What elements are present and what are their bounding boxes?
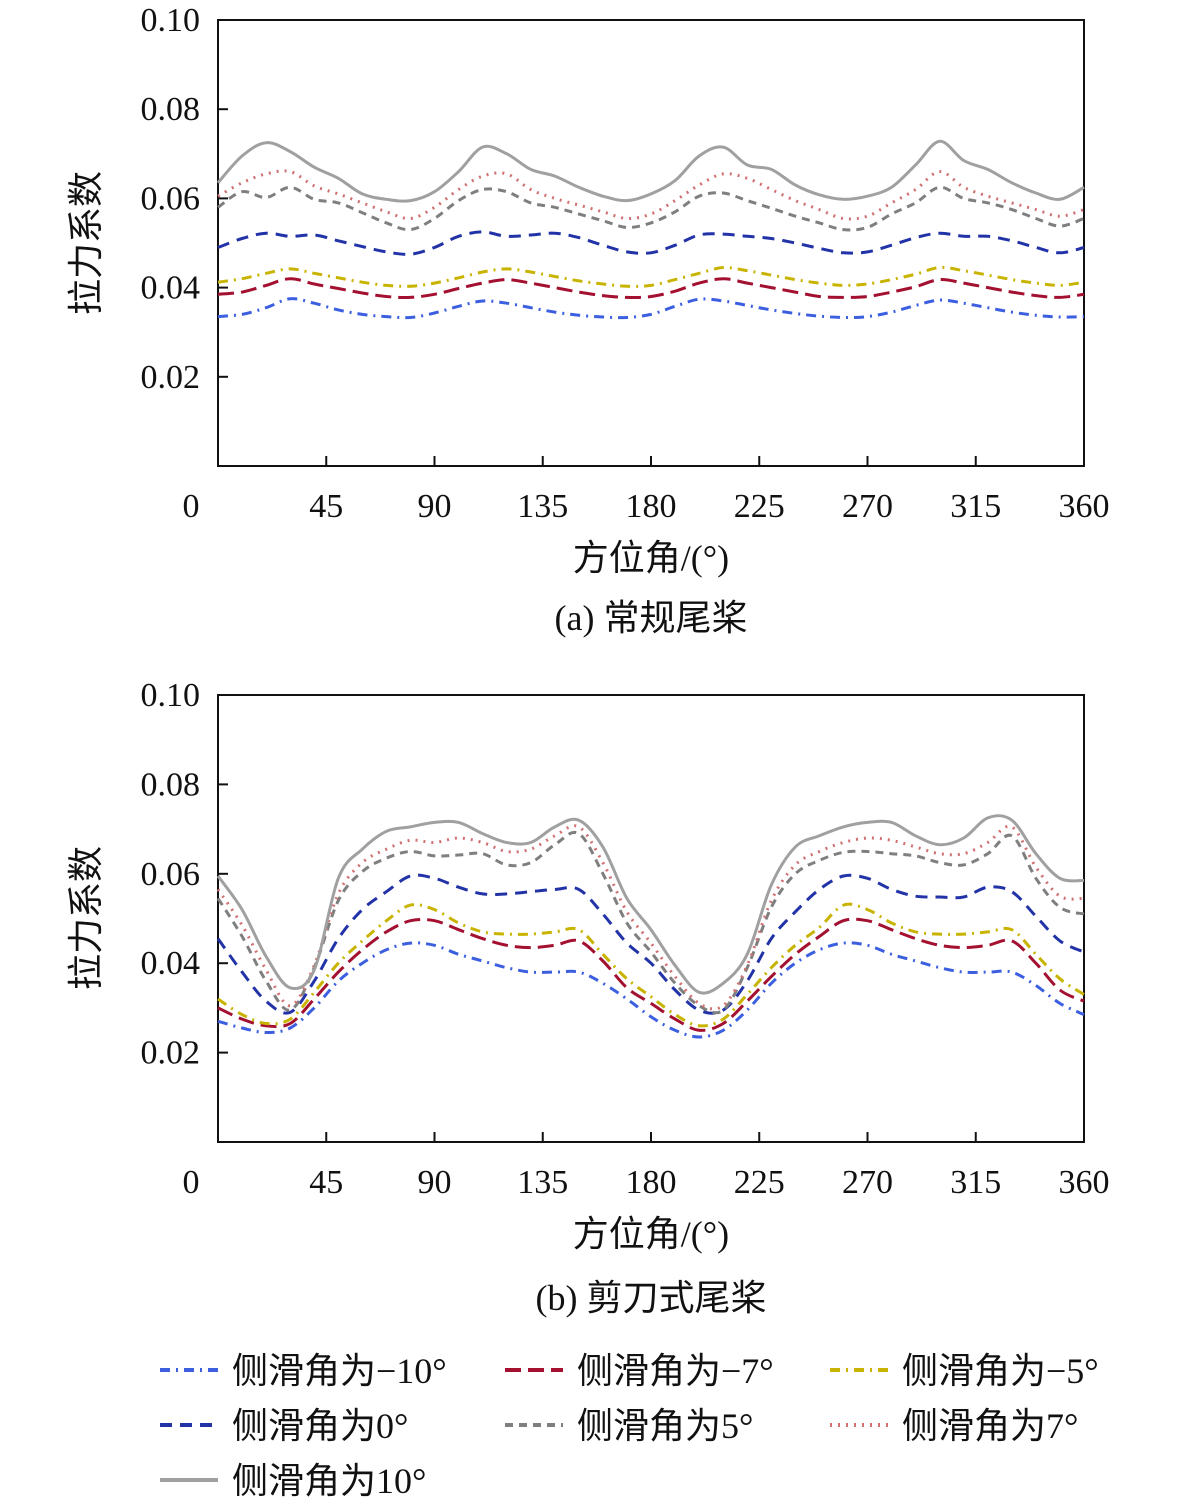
series-group-b [216, 814, 1085, 1039]
x-tick-label: 225 [734, 1164, 785, 1201]
y-tick-label: 0.04 [141, 945, 201, 982]
plot-frame-b [217, 694, 1085, 1143]
x-tick-label: 90 [418, 1164, 452, 1201]
x-tick-label: 270 [842, 488, 893, 525]
y-tick-label: 0.06 [141, 856, 201, 893]
caption-b: (b) 剪刀式尾桨 [536, 1278, 767, 1318]
series-line [216, 824, 1085, 1011]
legend-label: 侧滑角为7° [902, 1406, 1078, 1446]
series-line [216, 873, 1085, 1015]
series-line [217, 277, 1085, 300]
legend: 侧滑角为−10° 侧滑角为−7° 侧滑角为−5° 侧滑角为0° 侧滑角为5° 侧滑角为7°… [160, 1351, 1099, 1501]
x-tick-label: 0 [183, 488, 200, 525]
x-tick-label: 315 [950, 1164, 1001, 1201]
x-tick-label: 45 [309, 488, 343, 525]
x-tick-label: 360 [1059, 488, 1110, 525]
series-line [217, 169, 1085, 221]
x-tick-label: 270 [842, 1164, 893, 1201]
series-group-a [216, 139, 1085, 320]
series-line [216, 814, 1085, 995]
legend-label: 侧滑角为0° [232, 1406, 408, 1446]
chart-panel-a: 0 45 90 135 180 225 270 315 360 0.02 0.04 0.06 0.08 0… [66, 2, 1110, 638]
y-tick-label: 0.02 [141, 359, 201, 396]
legend-label: 侧滑角为−10° [232, 1351, 447, 1391]
x-tick-label: 360 [1059, 1164, 1110, 1201]
legend-label: 侧滑角为−5° [902, 1351, 1099, 1391]
x-tick-label: 180 [626, 488, 677, 525]
x-tick-label: 0 [183, 1164, 200, 1201]
x-axis-label-b: 方位角/(°) [573, 1214, 729, 1254]
series-line [217, 185, 1085, 232]
y-tick-label: 0.06 [141, 180, 201, 217]
chart-panel-b: 0 45 90 135 180 225 270 315 360 0.02 0.04 0.06 0.08 0… [66, 677, 1110, 1318]
series-line [217, 902, 1085, 1028]
x-tick-label: 315 [950, 488, 1001, 525]
series-line [216, 139, 1085, 203]
x-tick-label: 135 [517, 1164, 568, 1201]
axis-ticks-a: 0 45 90 135 180 225 270 315 360 0.02 0.04 0.06 0.08 0… [141, 2, 1110, 525]
series-line [217, 917, 1085, 1032]
legend-label: 侧滑角为−7° [577, 1351, 774, 1391]
x-tick-label: 45 [309, 1164, 343, 1201]
series-line [217, 230, 1085, 256]
x-tick-label: 180 [626, 1164, 677, 1201]
x-tick-label: 135 [517, 488, 568, 525]
y-tick-label: 0.02 [141, 1035, 201, 1072]
y-tick-label: 0.08 [141, 766, 201, 803]
axis-ticks-b: 0 45 90 135 180 225 270 315 360 0.02 0.04 0.06 0.08 0… [141, 677, 1110, 1201]
y-tick-label: 0.04 [141, 270, 201, 307]
y-tick-label: 0.10 [141, 2, 201, 39]
y-axis-label-a: 拉力系数 [66, 171, 106, 315]
x-tick-label: 225 [734, 488, 785, 525]
legend-label: 侧滑角为5° [577, 1406, 753, 1446]
y-tick-label: 0.10 [141, 677, 201, 714]
series-line [217, 297, 1085, 320]
y-tick-label: 0.08 [141, 91, 201, 128]
x-tick-label: 90 [418, 488, 452, 525]
x-axis-label-a: 方位角/(°) [573, 538, 729, 578]
legend-label: 侧滑角为10° [232, 1461, 426, 1501]
caption-a: (a) 常规尾桨 [555, 598, 748, 638]
y-axis-label-b: 拉力系数 [66, 846, 106, 990]
plot-frame-a [217, 19, 1085, 467]
series-line [217, 265, 1085, 288]
series-line [217, 941, 1085, 1039]
